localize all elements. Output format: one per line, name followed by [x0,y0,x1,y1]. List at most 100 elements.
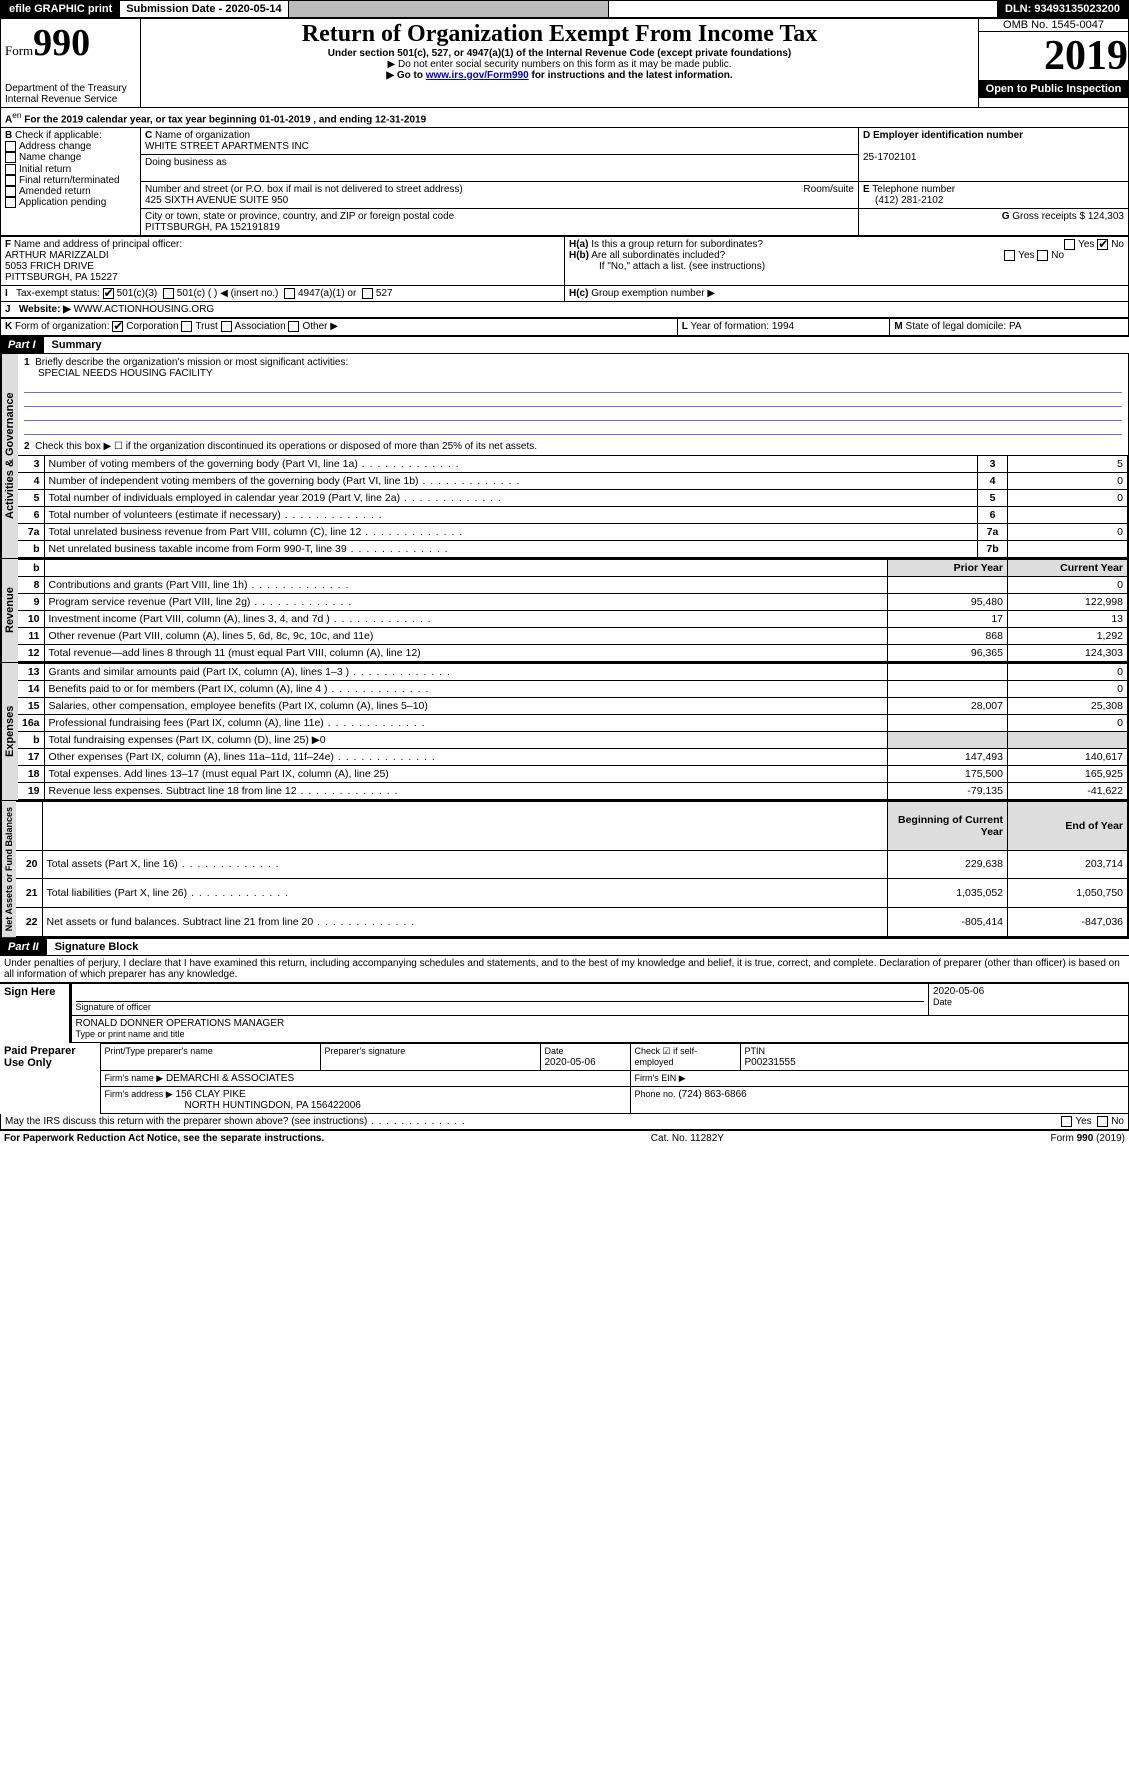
expense-lines: 13Grants and similar amounts paid (Part … [18,663,1128,800]
firm-name: DEMARCHI & ASSOCIATES [166,1073,294,1084]
domicile-label: State of legal domicile: [906,321,1007,332]
dba-label: Doing business as [145,157,227,168]
sign-here-block: Sign Here Signature of officer 2020-05-0… [0,982,1129,1043]
officer-block: F Name and address of principal officer:… [0,236,1129,318]
page-footer: For Paperwork Reduction Act Notice, see … [0,1130,1129,1146]
part2-header: Part IISignature Block [0,938,1129,956]
527-checkbox[interactable] [362,288,373,299]
ha-label: Is this a group return for subordinates? [591,239,763,250]
irs-link[interactable]: www.irs.gov/Form990 [426,70,529,81]
form-title: Return of Organization Exempt From Incom… [145,21,974,48]
501c3-checkbox[interactable] [103,288,114,299]
officer-addr2: PITTSBURGH, PA 15227 [5,272,118,283]
firm-addr2: NORTH HUNTINGDON, PA 156422006 [105,1100,361,1111]
initial-return-checkbox[interactable] [5,164,16,175]
ein-label: Employer identification number [873,130,1023,141]
sign-here-label: Sign Here [0,983,70,1043]
form-org-label: Form of organization: [15,322,110,333]
line-1: 1 Briefly describe the organization's mi… [18,354,1128,438]
check-applicable-label: Check if applicable: [15,130,102,141]
ptin-value: P00231555 [745,1057,796,1068]
ha-no-checkbox[interactable] [1097,239,1108,250]
form-990-label: Form990 [5,21,136,65]
discuss-yes-checkbox[interactable] [1061,1116,1072,1127]
netasset-lines: Beginning of Current YearEnd of Year 20T… [16,801,1128,937]
website-value: WWW.ACTIONHOUSING.ORG [74,304,215,315]
perjury-text: Under penalties of perjury, I declare th… [0,956,1129,982]
hc-label: Group exemption number ▶ [591,288,715,299]
top-bar: efile GRAPHIC print Submission Date - 20… [0,0,1129,18]
phone-value: (412) 281-2102 [863,195,943,206]
phone-label: Telephone number [872,184,955,195]
hb-yes-checkbox[interactable] [1004,250,1015,261]
hb-label: Are all subordinates included? [591,250,725,261]
year-formation-label: Year of formation: [691,321,770,332]
footer-left: For Paperwork Reduction Act Notice, see … [4,1133,324,1144]
firm-addr1: 156 CLAY PIKE [175,1089,245,1100]
sig-officer-label: Signature of officer [76,1002,151,1012]
final-return-checkbox[interactable] [5,175,16,186]
year-formation-value: 1994 [772,321,794,332]
org-name-label: Name of organization [155,130,250,141]
footer-right: Form 990 (2019) [1051,1133,1125,1144]
name-change-checkbox[interactable] [5,152,16,163]
gross-receipts-value: 124,303 [1088,211,1124,222]
city-value: PITTSBURGH, PA 152191819 [145,222,280,233]
other-checkbox[interactable] [288,321,299,332]
officer-label: Name and address of principal officer: [14,239,182,250]
dept-label: Department of the Treasury Internal Reve… [5,83,136,105]
city-label: City or town, state or province, country… [145,211,454,222]
addr-label: Number and street (or P.O. box if mail i… [145,184,463,195]
gross-receipts-label: Gross receipts $ [1012,211,1085,222]
501c-checkbox[interactable] [163,288,174,299]
trust-checkbox[interactable] [181,321,192,332]
line-2: 2 Check this box ▶ ☐ if the organization… [18,438,1128,455]
discuss-line: May the IRS discuss this return with the… [0,1114,1129,1130]
dln-label: DLN: 93493135023200 [997,1,1128,17]
typed-name-label: Type or print name and title [76,1029,185,1039]
vtab-revenue: Revenue [1,559,18,662]
part1-header: Part ISummary [0,336,1129,354]
sig-date-label: Date [933,997,952,1007]
footer-mid: Cat. No. 11282Y [651,1133,724,1144]
domicile-value: PA [1009,321,1022,332]
discuss-no-checkbox[interactable] [1097,1116,1108,1127]
app-pending-checkbox[interactable] [5,197,16,208]
hb-no-checkbox[interactable] [1037,250,1048,261]
klm-block: K Form of organization: Corporation Trus… [0,318,1129,335]
governance-lines: 3Number of voting members of the governi… [18,455,1128,558]
line-a: Aen For the 2019 calendar year, or tax y… [0,108,1129,127]
omb-number: OMB No. 1545-0047 [979,19,1128,32]
vtab-governance: Activities & Governance [1,354,18,558]
tax-status-label: Tax-exempt status: [16,288,100,299]
hb-note: If "No," attach a list. (see instruction… [569,261,765,272]
vtab-netassets: Net Assets or Fund Balances [1,801,16,937]
tax-year: 2019 [979,32,1128,80]
paid-preparer-block: Paid Preparer Use Only Print/Type prepar… [0,1043,1129,1114]
ein-value: 25-1702101 [863,152,916,163]
efile-button[interactable]: efile GRAPHIC print [1,1,120,17]
4947-checkbox[interactable] [284,288,295,299]
subdate-label: Submission Date - 2020-05-14 [120,1,288,17]
room-label: Room/suite [803,184,854,195]
blank-field [289,1,609,17]
open-public-badge: Open to Public Inspection [979,80,1128,98]
website-label: Website: ▶ [19,304,71,315]
officer-typed-name: RONALD DONNER OPERATIONS MANAGER [76,1018,285,1029]
sig-date: 2020-05-06 [933,986,984,997]
vtab-expenses: Expenses [1,663,18,800]
firm-phone: (724) 863-6866 [678,1089,746,1100]
mission-text: SPECIAL NEEDS HOUSING FACILITY [24,368,213,379]
amended-return-checkbox[interactable] [5,186,16,197]
officer-name: ARTHUR MARIZZALDI [5,250,109,261]
identity-block: B Check if applicable: Address change Na… [0,127,1129,236]
form-header: Form990 Department of the Treasury Inter… [0,18,1129,108]
addr-change-checkbox[interactable] [5,141,16,152]
officer-addr1: 5053 FRICH DRIVE [5,261,94,272]
assoc-checkbox[interactable] [221,321,232,332]
ha-yes-checkbox[interactable] [1064,239,1075,250]
subtitle-1: Under section 501(c), 527, or 4947(a)(1)… [145,48,974,59]
subtitle-2: ▶ Do not enter social security numbers o… [145,59,974,70]
revenue-lines: bPrior YearCurrent Year 8Contributions a… [18,559,1128,662]
corp-checkbox[interactable] [112,321,123,332]
